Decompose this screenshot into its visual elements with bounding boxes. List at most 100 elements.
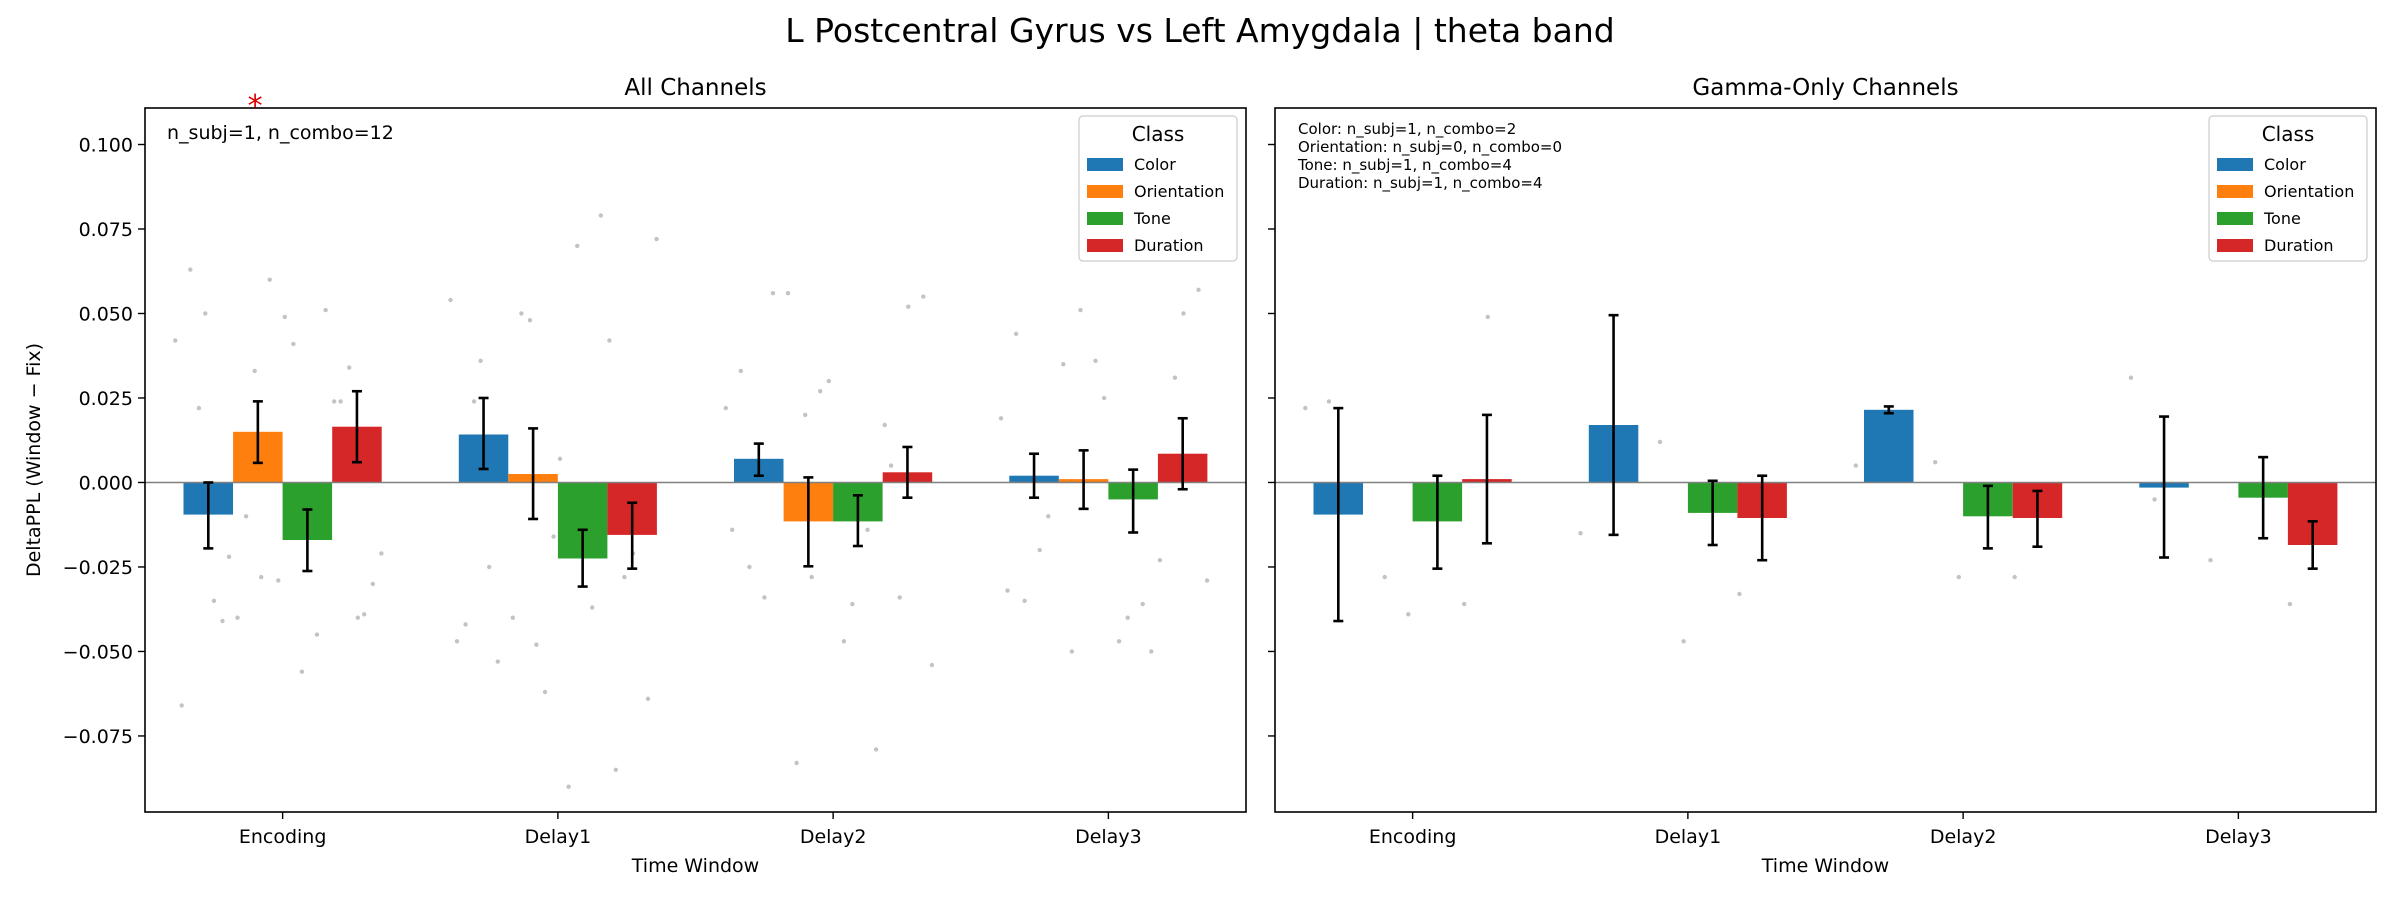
- data-point: [850, 601, 855, 607]
- legend-label: Tone: [1133, 209, 1171, 228]
- plot-frame: [144, 107, 1247, 813]
- legend-title: Class: [1132, 122, 1185, 146]
- data-point: [282, 314, 287, 320]
- data-point: [794, 760, 799, 766]
- data-point: [841, 639, 847, 644]
- data-point: [747, 564, 752, 570]
- data-point: [770, 291, 776, 296]
- data-point: [598, 213, 603, 218]
- data-point: [1172, 375, 1178, 380]
- data-point: [510, 615, 515, 620]
- annotation-text: Tone: n_subj=1, n_combo=4: [1297, 156, 1512, 175]
- data-point: [314, 632, 320, 637]
- data-point: [882, 422, 887, 428]
- data-point: [226, 554, 232, 559]
- data-point: [1005, 588, 1010, 593]
- x-tick-label: Delay3: [1075, 826, 1142, 848]
- data-point: [1078, 307, 1083, 313]
- x-tick-label: Encoding: [239, 826, 327, 848]
- data-point: [519, 311, 524, 316]
- data-point: [196, 405, 202, 411]
- data-point: [551, 534, 556, 539]
- data-point: [1382, 574, 1387, 580]
- data-point: [998, 416, 1004, 421]
- data-point: [906, 304, 911, 309]
- x-axis-label: Time Window: [1761, 855, 1889, 877]
- data-point: [865, 527, 870, 532]
- x-tick-label: Delay1: [525, 826, 592, 848]
- significance-marker: *: [248, 89, 263, 124]
- legend-label: Color: [1134, 155, 1176, 174]
- data-point: [888, 463, 894, 468]
- legend-swatch-duration: [1087, 239, 1123, 252]
- x-tick-label: Encoding: [1369, 826, 1457, 848]
- legend-swatch-tone: [1087, 212, 1123, 225]
- data-point: [188, 267, 193, 272]
- data-point: [362, 612, 367, 617]
- annotation-text: Duration: n_subj=1, n_combo=4: [1298, 174, 1543, 193]
- data-point: [478, 358, 483, 363]
- data-point: [338, 399, 343, 404]
- data-point: [1681, 639, 1686, 644]
- x-tick-label: Delay2: [1930, 826, 1997, 848]
- data-point: [259, 574, 264, 580]
- data-point: [921, 294, 926, 299]
- data-point: [252, 368, 257, 374]
- data-point: [1037, 547, 1042, 553]
- data-point: [723, 405, 728, 411]
- data-point: [566, 784, 571, 789]
- data-point: [1101, 395, 1107, 401]
- data-point: [379, 551, 384, 556]
- legend-swatch-duration: [2217, 239, 2253, 252]
- data-point: [1181, 311, 1186, 316]
- data-point: [463, 622, 468, 627]
- legend-title: Class: [2262, 122, 2315, 146]
- legend-swatch-color: [1087, 158, 1123, 171]
- legend-label: Duration: [1134, 236, 1204, 255]
- data-point: [1157, 558, 1163, 563]
- data-point: [1933, 460, 1938, 465]
- plot-frame: [1274, 107, 2377, 813]
- data-point: [1956, 574, 1962, 580]
- data-point: [622, 574, 627, 580]
- data-point: [1116, 639, 1122, 644]
- legend-label: Color: [2264, 155, 2306, 174]
- data-point: [557, 456, 563, 461]
- data-point: [1013, 331, 1019, 336]
- data-point: [1196, 287, 1201, 292]
- data-point: [929, 662, 935, 668]
- y-tick-label: 0.100: [79, 135, 133, 157]
- data-point: [454, 639, 460, 644]
- annotation-text: n_subj=1, n_combo=12: [167, 122, 394, 144]
- data-point: [809, 574, 814, 580]
- panel-title: Gamma-Only Channels: [1692, 75, 1958, 101]
- y-tick-label: 0.075: [79, 219, 133, 241]
- data-point: [323, 307, 328, 313]
- data-point: [527, 318, 533, 323]
- data-point: [607, 338, 612, 343]
- data-point: [534, 642, 539, 647]
- data-point: [1069, 649, 1075, 654]
- data-point: [1485, 314, 1491, 320]
- bar-color: [1864, 409, 1914, 483]
- data-point: [291, 341, 296, 347]
- data-point: [173, 338, 178, 343]
- annotation-text: Color: n_subj=1, n_combo=2: [1298, 120, 1516, 139]
- figure-title: L Postcentral Gyrus vs Left Amygdala | t…: [785, 11, 1614, 50]
- data-point: [1657, 439, 1663, 445]
- data-point: [448, 297, 453, 303]
- y-axis-label: DeltaPPL (Window − Fix): [23, 343, 45, 577]
- data-point: [1093, 358, 1098, 363]
- data-point: [873, 747, 879, 752]
- x-axis-label: Time Window: [631, 855, 759, 877]
- data-point: [487, 564, 492, 570]
- data-point: [1022, 598, 1027, 603]
- x-tick-label: Delay2: [800, 826, 867, 848]
- legend-swatch-orientation: [1087, 185, 1123, 198]
- data-point: [613, 767, 618, 772]
- data-point: [1140, 601, 1145, 607]
- data-point: [803, 412, 808, 418]
- data-point: [2152, 497, 2157, 502]
- chart-panel-1: All Channels 0.100 0.075 0.050 0.025 0.000 −0.…: [23, 75, 1247, 877]
